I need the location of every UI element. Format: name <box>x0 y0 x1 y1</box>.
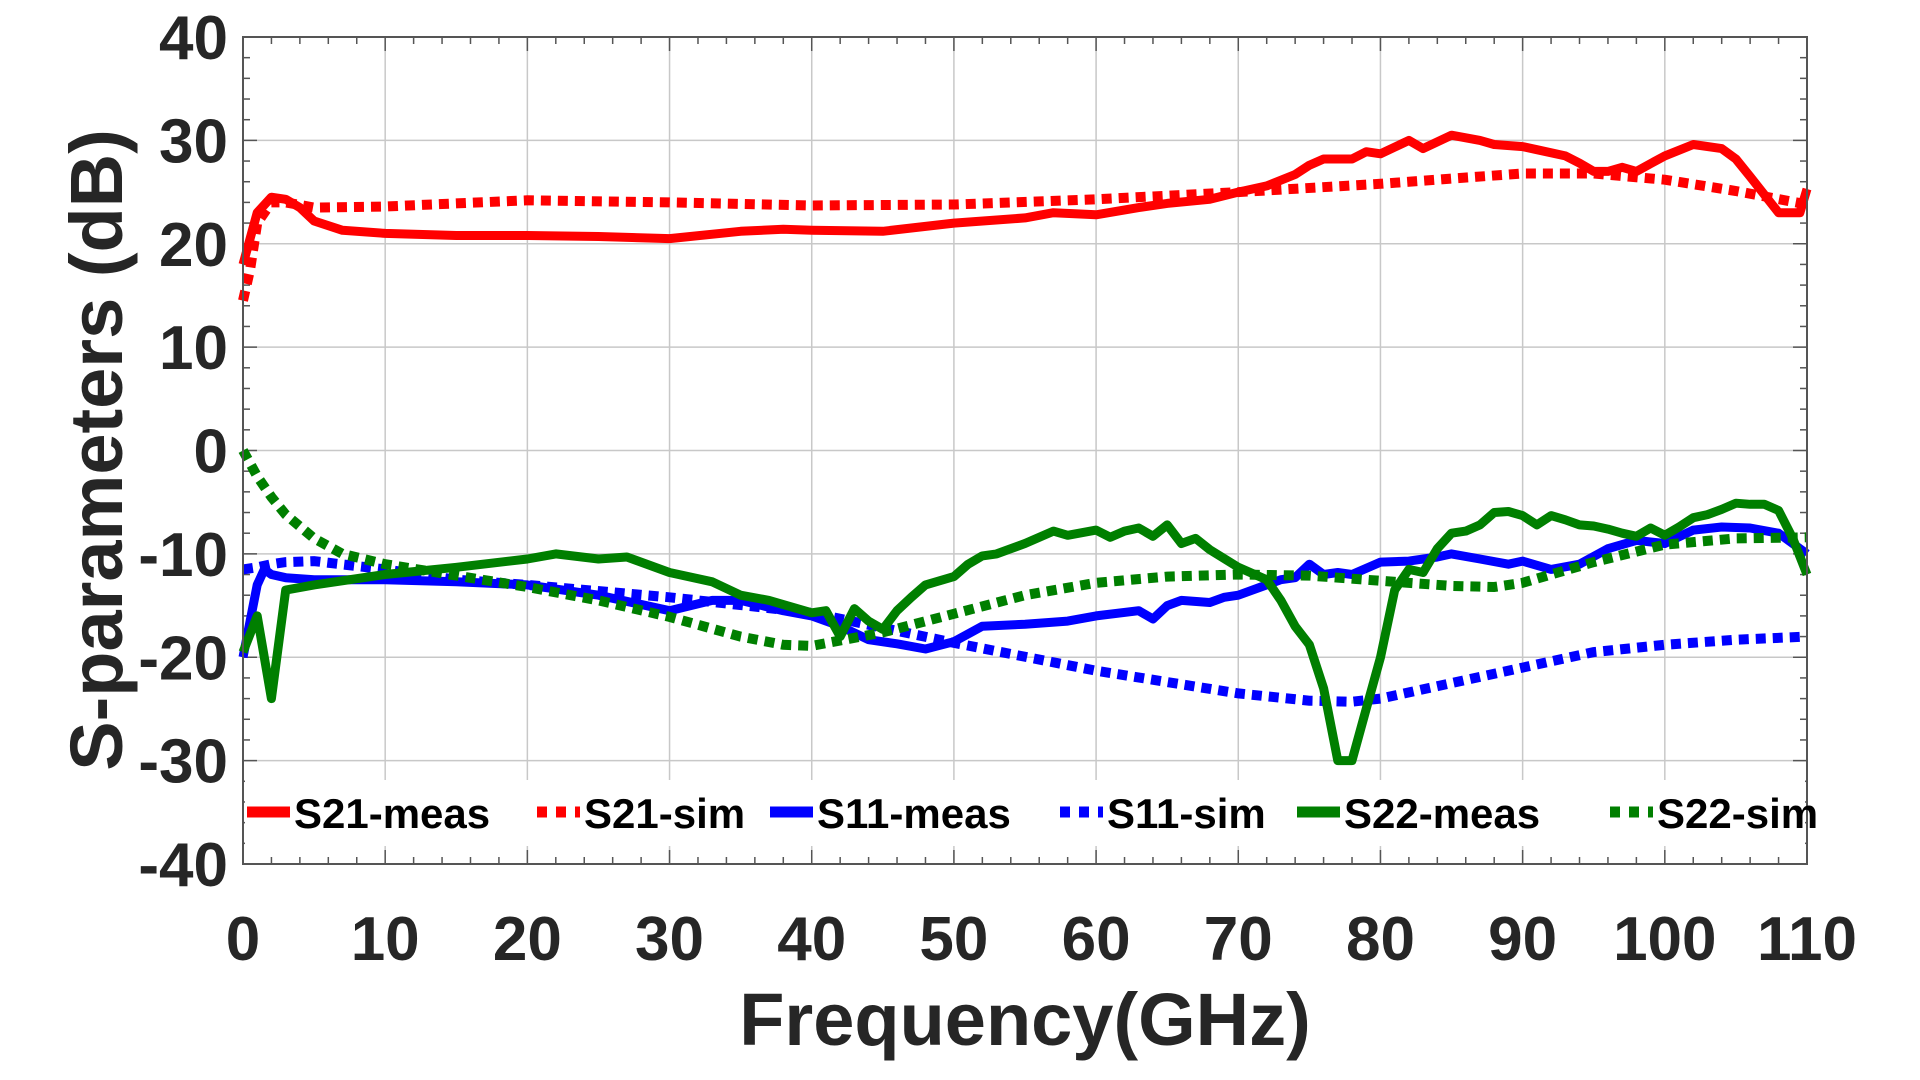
legend-label: S11-sim <box>1107 790 1266 837</box>
x-tick-label: 0 <box>226 905 260 974</box>
series-line-s22-meas <box>238 498 1812 766</box>
y-tick-label: -40 <box>138 831 228 900</box>
y-tick-label: 0 <box>194 418 228 487</box>
legend-label: S11-meas <box>817 790 1011 837</box>
y-tick-labels: -40 -30 -20 -10 0 10 20 30 40 <box>138 4 228 900</box>
legend-label: S22-meas <box>1344 790 1540 837</box>
x-tick-label: 70 <box>1204 905 1273 974</box>
x-tick-label: 40 <box>777 905 846 974</box>
x-tick-label: 10 <box>351 905 420 974</box>
legend-label: S21-meas <box>294 790 490 837</box>
series-lines <box>238 130 1812 766</box>
x-tick-label: 50 <box>919 905 988 974</box>
series-line-s21-sim <box>238 168 1808 302</box>
legend-label: S22-sim <box>1657 790 1818 837</box>
x-axis-title: Frequency(GHz) <box>739 978 1311 1061</box>
y-tick-label: 30 <box>159 107 228 176</box>
y-tick-label: -20 <box>138 624 228 693</box>
y-tick-label: -30 <box>138 728 228 797</box>
x-tick-label: 100 <box>1613 905 1716 974</box>
legend: S21-meas S21-sim S11-meas S11-sim S22-meas S2… <box>245 780 1818 846</box>
legend-box <box>245 780 1805 846</box>
y-tick-label: 20 <box>159 211 228 280</box>
x-tick-label: 20 <box>493 905 562 974</box>
grid-lines <box>243 37 1807 864</box>
y-tick-label: 10 <box>159 314 228 383</box>
legend-label: S21-sim <box>584 790 745 837</box>
x-tick-label: 80 <box>1346 905 1415 974</box>
x-tick-label: 90 <box>1488 905 1557 974</box>
y-axis-title: S-parameters (dB) <box>55 129 138 771</box>
x-tick-label: 110 <box>1757 905 1857 974</box>
plot-frame <box>242 36 1808 865</box>
series-line-s11-sim <box>242 556 1808 707</box>
x-tick-label: 60 <box>1062 905 1131 974</box>
y-tick-label: 40 <box>159 4 228 73</box>
x-tick-label: 30 <box>635 905 704 974</box>
series-line-s22-sim <box>238 448 1808 651</box>
x-tick-labels: 0 10 20 30 40 50 60 70 80 90 100 110 <box>226 905 1857 974</box>
series-line-s21-meas <box>238 130 1812 266</box>
y-tick-label: -10 <box>138 521 228 590</box>
